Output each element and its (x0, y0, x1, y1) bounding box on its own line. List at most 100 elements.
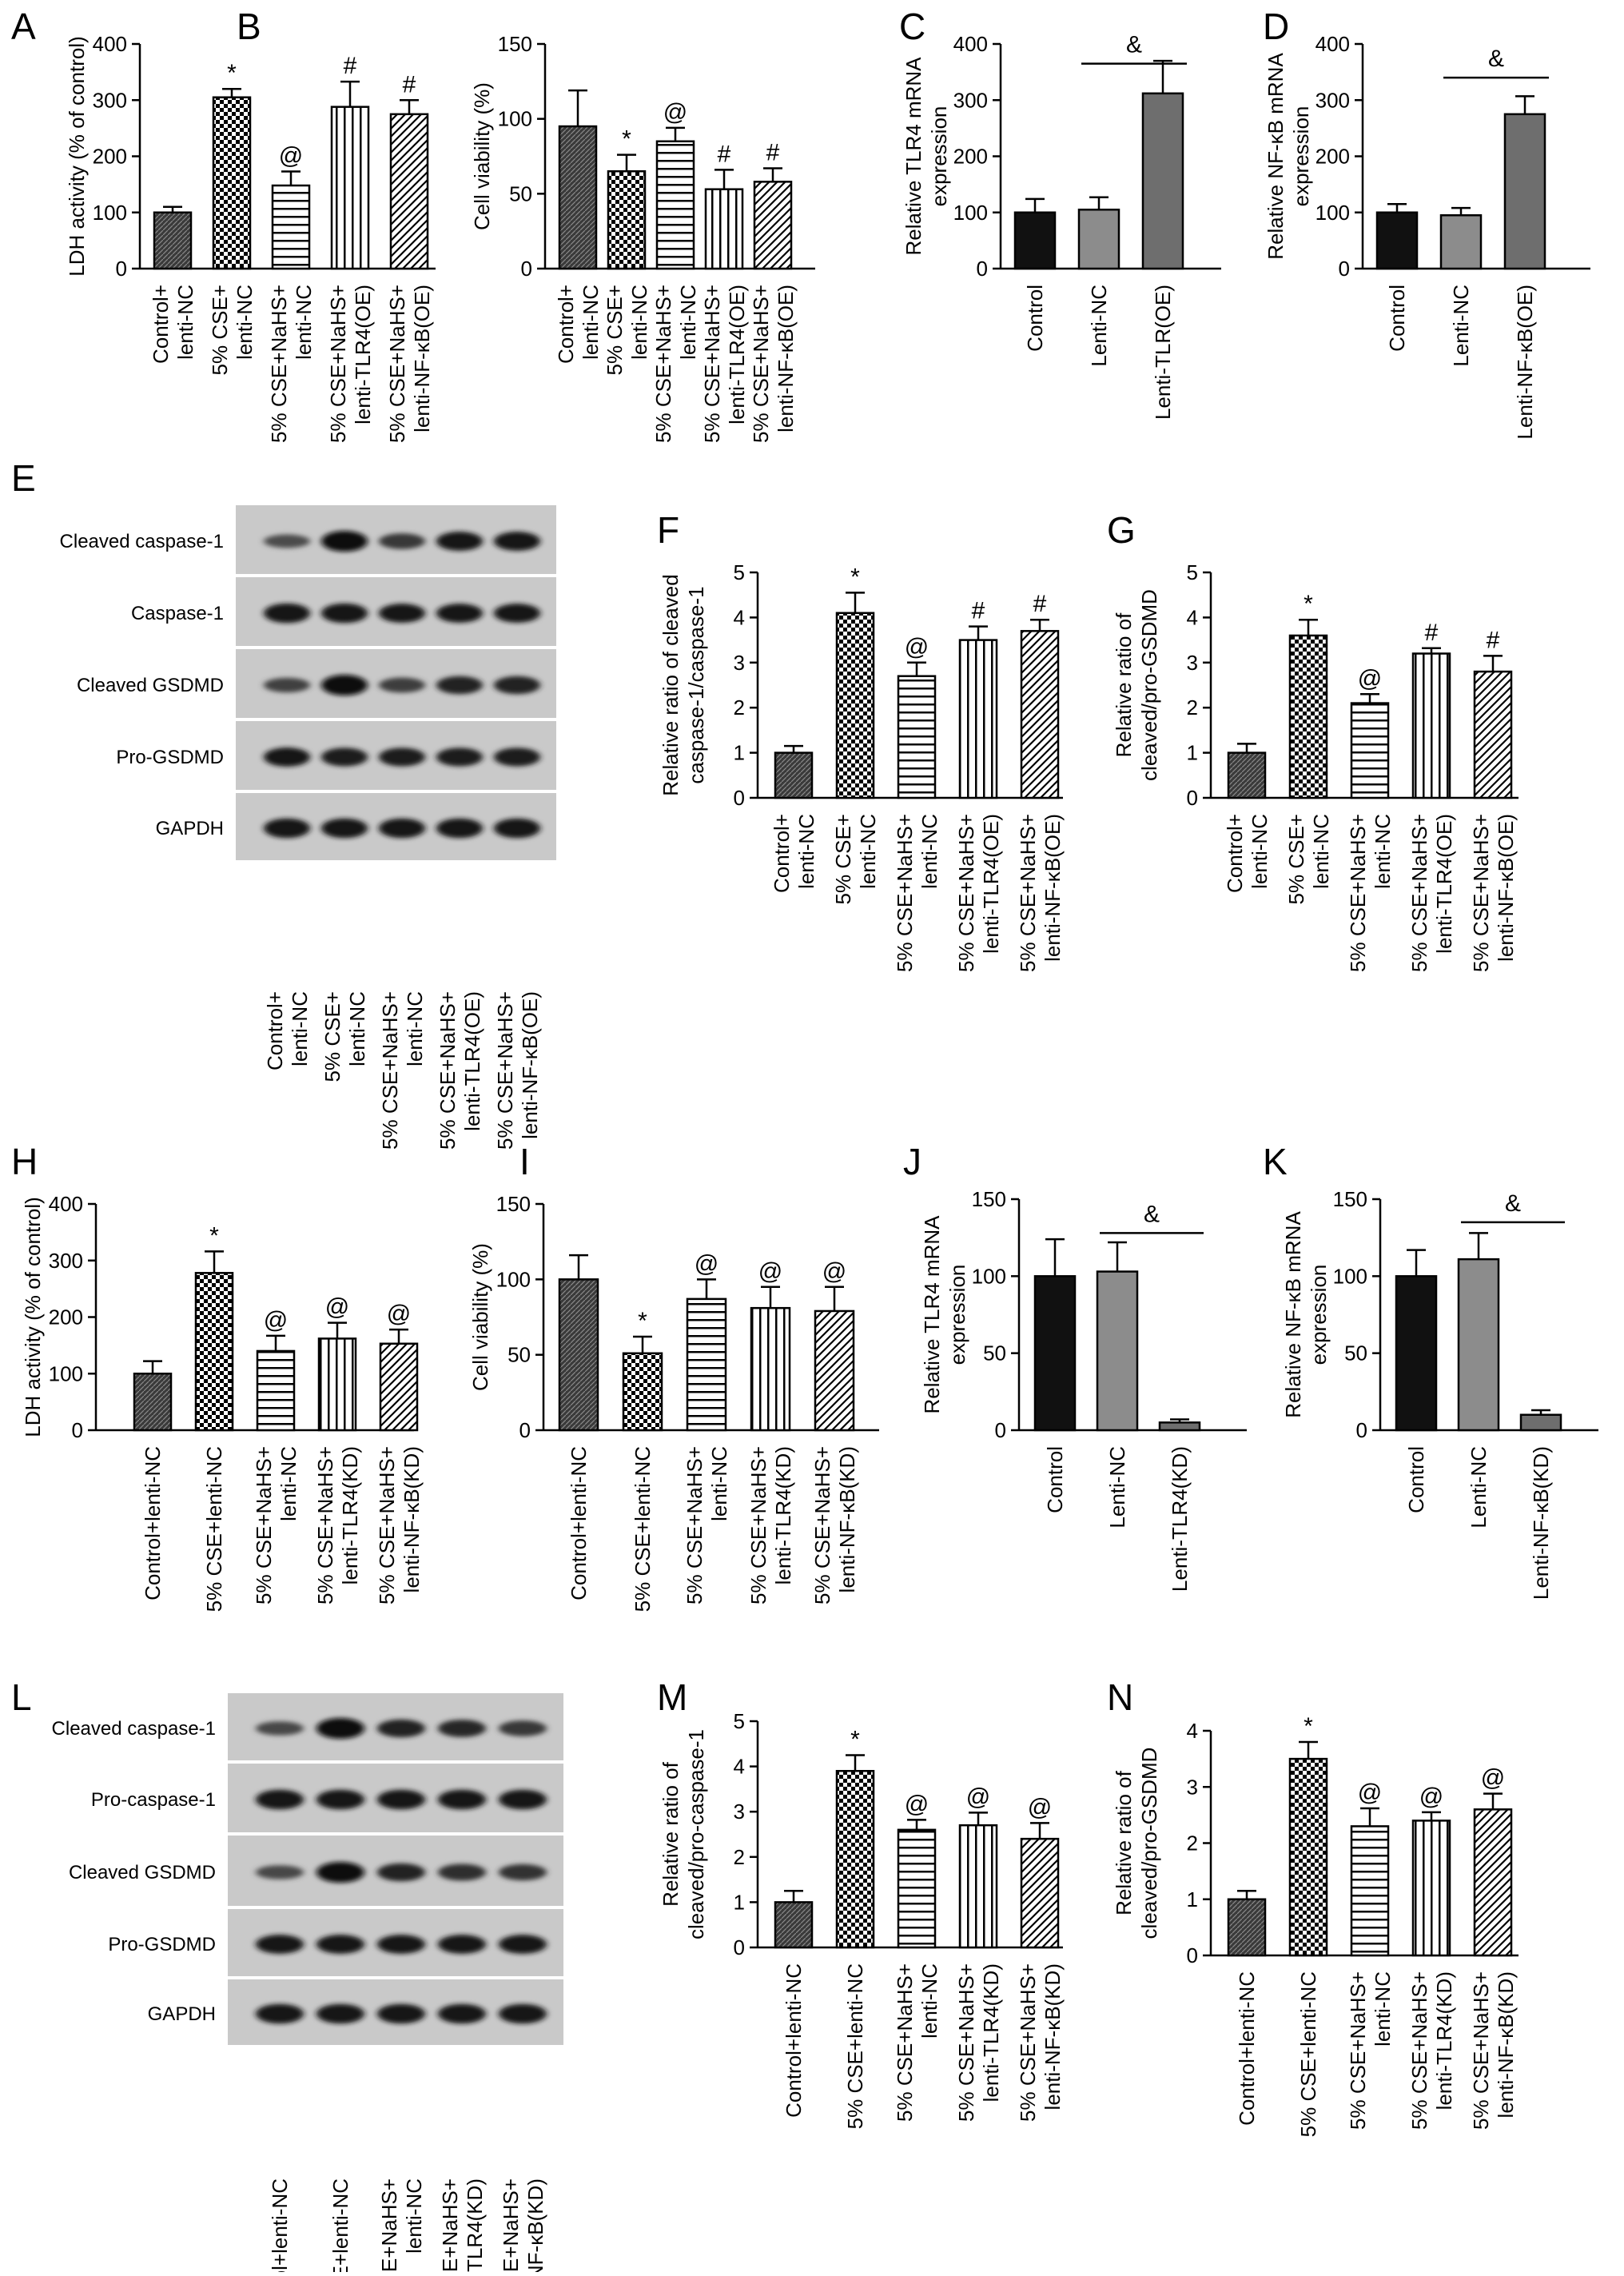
category-label-line: lenti-NC (1248, 814, 1272, 889)
category-label: 5% CSE+NaHS+lenti-NF-κB(KD) (1469, 1971, 1518, 2130)
y-tick-label: 1 (1187, 741, 1198, 765)
category-label: 5% CSE+lenti-NC (843, 1963, 867, 2129)
category-label: 5% CSE+NaHS+lenti-NF-κB(OE) (385, 285, 434, 443)
blot-band (316, 1862, 364, 1883)
blot-band (264, 747, 310, 767)
category-label-line: lenti-NC (579, 285, 603, 360)
category-label-line: Control+ (149, 285, 173, 364)
blot-band (436, 604, 483, 623)
category-label-line: lenti-NC (917, 814, 941, 889)
blot-band (438, 1789, 486, 1810)
blot-lane-label-line: 5% CSE+NaHS+ (436, 991, 460, 1150)
bar (1158, 1421, 1201, 1432)
blot-lane-label-line: lenti-NC (403, 991, 427, 1066)
blot-lane-label: Control+lenti-NC (268, 2178, 292, 2272)
y-axis-label: LDH activity (% of control) (65, 36, 89, 277)
category-label-line: Control+lenti-NC (567, 1446, 591, 1600)
y-axis-label-line: cleaved/pro-caspase-1 (684, 1729, 708, 1939)
blot-row-label: Cleaved GSDMD (69, 1862, 216, 1883)
chart-g: 0 1 2 3 4 5 Relative ratio ofcleaved/pro-GSDMD… (1112, 560, 1519, 972)
category-label-line: 5% CSE+lenti-NC (202, 1446, 226, 1612)
bar (686, 1297, 727, 1432)
category-label-line: lenti-NF-κB(KD) (400, 1446, 424, 1592)
blot-band (494, 747, 540, 767)
significance-label: & (1144, 1201, 1160, 1227)
y-axis-label: LDH activity (% of control) (21, 1197, 45, 1437)
category-label: 5% CSE+NaHS+lenti-TLR4(OE) (326, 285, 375, 443)
category-label-line: 5% CSE+NaHS+ (749, 285, 773, 443)
blot-band (264, 534, 310, 548)
y-tick-label: 100 (498, 107, 532, 131)
blot-band (377, 1863, 425, 1882)
bar (389, 113, 429, 270)
significance-label: * (638, 1308, 647, 1334)
category-label-line: lenti-NC (277, 1446, 301, 1521)
category-label-line: Control (1404, 1446, 1428, 1513)
blot-band (499, 2003, 547, 2024)
y-tick-label: 0 (1187, 786, 1198, 810)
y-tick-label: 50 (1344, 1341, 1367, 1365)
significance-label: @ (1481, 1765, 1505, 1792)
bar (1519, 1413, 1562, 1432)
category-label: 5% CSE+lenti-NC (208, 285, 257, 375)
y-tick-label: 2 (1187, 696, 1198, 719)
significance-label: @ (1028, 1794, 1052, 1820)
panel-letter-e: E (11, 457, 36, 499)
category-label-line: lenti-NC (917, 1963, 941, 2039)
significance-label: # (766, 139, 780, 165)
bar (558, 1278, 599, 1432)
bar (814, 1309, 855, 1432)
significance-label: # (1487, 627, 1500, 653)
bar (774, 751, 814, 799)
blot-band (436, 532, 483, 551)
blot-row-label: Cleaved caspase-1 (60, 531, 224, 552)
blot-band (256, 2003, 304, 2024)
blot-band (316, 1935, 364, 1954)
bar (1013, 211, 1057, 270)
blot-band (377, 1935, 425, 1954)
category-label: 5% CSE+NaHS+lenti-TLR4(KD) (1407, 1971, 1456, 2130)
blot-lane-label: 5% CSE+NaHS+lenti-NC (377, 2178, 426, 2272)
y-tick-label: 150 (496, 1192, 531, 1216)
blot-band (377, 1789, 425, 1810)
bar (607, 169, 647, 270)
significance-label: @ (695, 1250, 718, 1277)
blot-row-label: Pro-GSDMD (108, 1934, 216, 1955)
blot-band (264, 603, 310, 624)
significance-label: @ (1419, 1784, 1443, 1810)
bar (835, 1770, 875, 1949)
bar (835, 612, 875, 799)
significance-label: # (344, 53, 357, 79)
chart-m: 0 1 2 3 4 5 Relative ratio ofcleaved/pro-caspa… (659, 1709, 1065, 2129)
y-tick-label: 2 (734, 1845, 745, 1869)
blot-band (321, 603, 368, 624)
blot-band (256, 1789, 304, 1810)
blot-lane-label: 5% CSE+NaHS+lenti-NF-κB(OE) (493, 991, 542, 1150)
y-tick-label: 200 (93, 145, 127, 169)
blot-row-label: GAPDH (148, 2003, 216, 2025)
y-tick-label: 0 (521, 257, 532, 281)
chart-n: 0 1 2 3 4 Relative ratio ofcleaved/pro-GSDMD C… (1112, 1713, 1519, 2137)
bar (1141, 92, 1184, 270)
bar (558, 125, 598, 270)
category-label-line: lenti-TLR4(KD) (771, 1446, 795, 1584)
y-tick-label: 0 (1356, 1418, 1367, 1442)
category-label-line: 5% CSE+NaHS+ (1016, 814, 1040, 972)
blot-lane-label-line: 5% CSE+ (320, 991, 344, 1082)
significance-label: @ (1358, 1780, 1382, 1806)
category-label: Control+lenti-NC (770, 814, 818, 893)
blot-lane-label: 5% CSE+NaHS+lenti-TLR4(KD) (438, 2178, 487, 2272)
bar (1288, 634, 1328, 799)
bar (194, 1272, 234, 1432)
y-axis-label-line: Relative TLR4 mRNA (920, 1215, 944, 1414)
blot-lane-label-line: 5% CSE+NaHS+ (499, 2178, 523, 2272)
category-label: Control+lenti-NC (567, 1446, 591, 1600)
bar (750, 1306, 791, 1432)
category-label-line: lenti-TLR4(OE) (979, 814, 1003, 954)
y-tick-label: 0 (1339, 257, 1350, 281)
panel-letter-k: K (1263, 1141, 1288, 1182)
category-label: 5% CSE+NaHS+lenti-NC (893, 814, 941, 972)
y-tick-label: 0 (734, 786, 745, 810)
blot-lane-label-line: 5% CSE+NaHS+ (438, 2178, 462, 2272)
